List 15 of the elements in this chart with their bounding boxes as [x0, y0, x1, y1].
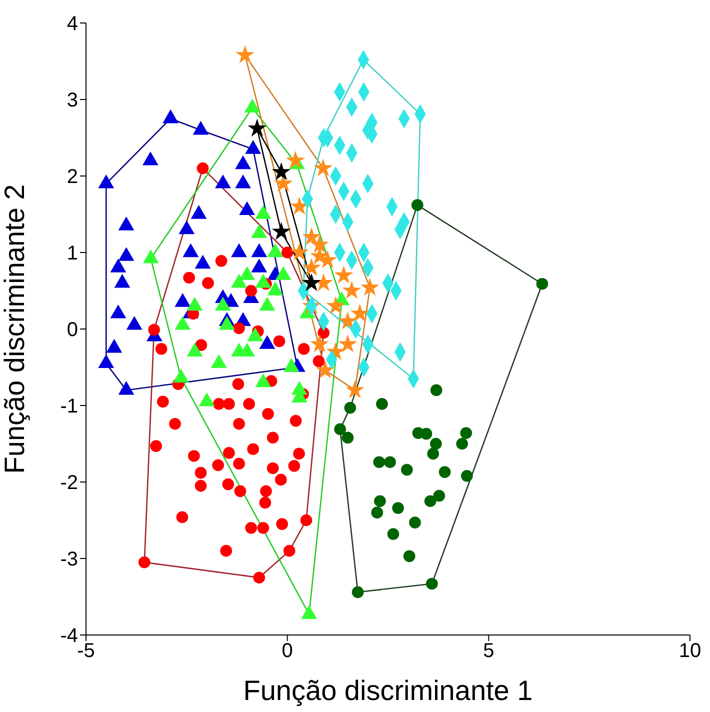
x-tick-label: 0	[282, 640, 293, 662]
y-tick-label: -4	[60, 625, 78, 648]
y-tick-label: 1	[66, 242, 78, 265]
x-tick-label: 5	[483, 640, 494, 662]
y-tick-label: 0	[66, 319, 78, 342]
y-tick-label: -1	[60, 396, 78, 418]
y-tick-label: -3	[60, 548, 78, 571]
y-tick-label: 2	[66, 166, 78, 188]
y-tick-label: 4	[66, 13, 78, 36]
x-axis-title: Função discriminante 1	[243, 675, 533, 706]
y-tick-label: 3	[66, 90, 78, 112]
y-tick-label: -2	[60, 472, 78, 494]
x-tick-label: -5	[77, 640, 95, 662]
x-tick-label: 10	[678, 640, 702, 662]
y-axis-title: Função discriminante 2	[0, 184, 30, 474]
